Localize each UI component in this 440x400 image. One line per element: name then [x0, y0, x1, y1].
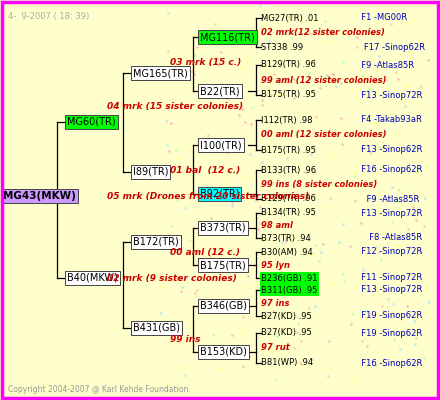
Text: ST338 .99: ST338 .99 — [261, 42, 303, 52]
Text: 05 mrk (Drones from 20 sister colonies): 05 mrk (Drones from 20 sister colonies) — [107, 192, 309, 202]
Text: B175(TR) .95: B175(TR) .95 — [261, 90, 316, 100]
Text: B81(WP) .94: B81(WP) .94 — [261, 358, 313, 368]
Text: B373(TR): B373(TR) — [200, 223, 246, 233]
Text: B175(TR): B175(TR) — [200, 260, 246, 270]
Text: I100(TR): I100(TR) — [200, 140, 242, 150]
Text: 03 mrk (15 c.): 03 mrk (15 c.) — [170, 58, 241, 68]
Text: 00 aml (12 sister colonies): 00 aml (12 sister colonies) — [261, 130, 386, 140]
Text: I112(TR) .98: I112(TR) .98 — [261, 116, 312, 124]
Text: B40(MKW): B40(MKW) — [67, 273, 118, 283]
Text: F17 -Sinop62R: F17 -Sinop62R — [356, 42, 425, 52]
Text: B153(KD): B153(KD) — [200, 347, 247, 357]
Text: 99 ins (8 sister colonies): 99 ins (8 sister colonies) — [261, 180, 377, 190]
Text: F13 -Sinop72R: F13 -Sinop72R — [356, 90, 422, 100]
Text: B133(TR) .96: B133(TR) .96 — [261, 166, 316, 174]
Text: B73(TR) .94: B73(TR) .94 — [261, 234, 311, 242]
Text: MG116(TR): MG116(TR) — [200, 32, 255, 42]
Text: 98 aml: 98 aml — [261, 220, 293, 230]
Text: B27(KD) .95: B27(KD) .95 — [261, 328, 312, 338]
Text: F19 -Sinop62R: F19 -Sinop62R — [356, 328, 422, 338]
Text: B30(AM) .94: B30(AM) .94 — [261, 248, 313, 256]
Text: B236(GB) .91: B236(GB) .91 — [261, 274, 318, 282]
Text: F13 -Sinop62R: F13 -Sinop62R — [356, 146, 422, 154]
Text: F9 -Atlas85R: F9 -Atlas85R — [356, 194, 419, 204]
Text: 99 ins: 99 ins — [170, 336, 201, 344]
Text: F19 -Sinop62R: F19 -Sinop62R — [356, 312, 422, 320]
Text: 97 rut: 97 rut — [261, 344, 290, 352]
Text: F9 -Atlas85R: F9 -Atlas85R — [356, 60, 414, 70]
Text: B22(TR): B22(TR) — [200, 86, 240, 96]
Text: 99 aml (12 sister colonies): 99 aml (12 sister colonies) — [261, 76, 386, 84]
Text: F8 -Atlas85R: F8 -Atlas85R — [356, 234, 422, 242]
Text: F12 -Sinop72R: F12 -Sinop72R — [356, 248, 422, 256]
Text: F4 -Takab93aR: F4 -Takab93aR — [356, 116, 422, 124]
Text: 04 mrk (15 sister colonies): 04 mrk (15 sister colonies) — [107, 102, 243, 112]
Text: B27(KD) .95: B27(KD) .95 — [261, 312, 312, 320]
Text: MG60(TR): MG60(TR) — [67, 117, 116, 127]
Text: 97 ins: 97 ins — [261, 298, 290, 308]
Text: 02 mrk(12 sister colonies): 02 mrk(12 sister colonies) — [261, 28, 385, 36]
Text: F13 -Sinop72R: F13 -Sinop72R — [356, 286, 422, 294]
Text: 02 mrk (9 sister colonies): 02 mrk (9 sister colonies) — [107, 274, 237, 282]
Text: B311(GB) .95: B311(GB) .95 — [261, 286, 317, 294]
Text: I89(TR): I89(TR) — [133, 167, 169, 177]
Text: F16 -Sinop62R: F16 -Sinop62R — [356, 166, 422, 174]
Text: 4-  9-2007 ( 18: 39): 4- 9-2007 ( 18: 39) — [8, 12, 89, 21]
Text: B134(TR) .95: B134(TR) .95 — [261, 208, 316, 218]
Text: B346(GB): B346(GB) — [200, 301, 247, 311]
Text: B431(GB): B431(GB) — [133, 323, 180, 333]
Text: B92(TR): B92(TR) — [200, 189, 239, 199]
Text: F16 -Sinop62R: F16 -Sinop62R — [356, 358, 422, 368]
Text: Copyright 2004-2007 @ Karl Kehde Foundation.: Copyright 2004-2007 @ Karl Kehde Foundat… — [8, 385, 191, 394]
Text: 00 aml (12 c.): 00 aml (12 c.) — [170, 248, 240, 256]
Text: 95 lyn: 95 lyn — [261, 260, 290, 270]
Text: B129(TR) .96: B129(TR) .96 — [261, 60, 316, 70]
Text: MG27(TR) .01: MG27(TR) .01 — [261, 14, 319, 22]
Text: B172(TR): B172(TR) — [133, 237, 179, 247]
Text: F13 -Sinop72R: F13 -Sinop72R — [356, 208, 422, 218]
Text: B175(TR) .95: B175(TR) .95 — [261, 146, 316, 154]
Text: F1 -MG00R: F1 -MG00R — [356, 14, 407, 22]
Text: MG43(MKW): MG43(MKW) — [3, 191, 76, 201]
Text: B129(TR) .96: B129(TR) .96 — [261, 194, 316, 204]
Text: 01 bal  (12 c.): 01 bal (12 c.) — [170, 166, 240, 174]
Text: F11 -Sinop72R: F11 -Sinop72R — [356, 274, 422, 282]
Text: MG165(TR): MG165(TR) — [133, 68, 188, 78]
